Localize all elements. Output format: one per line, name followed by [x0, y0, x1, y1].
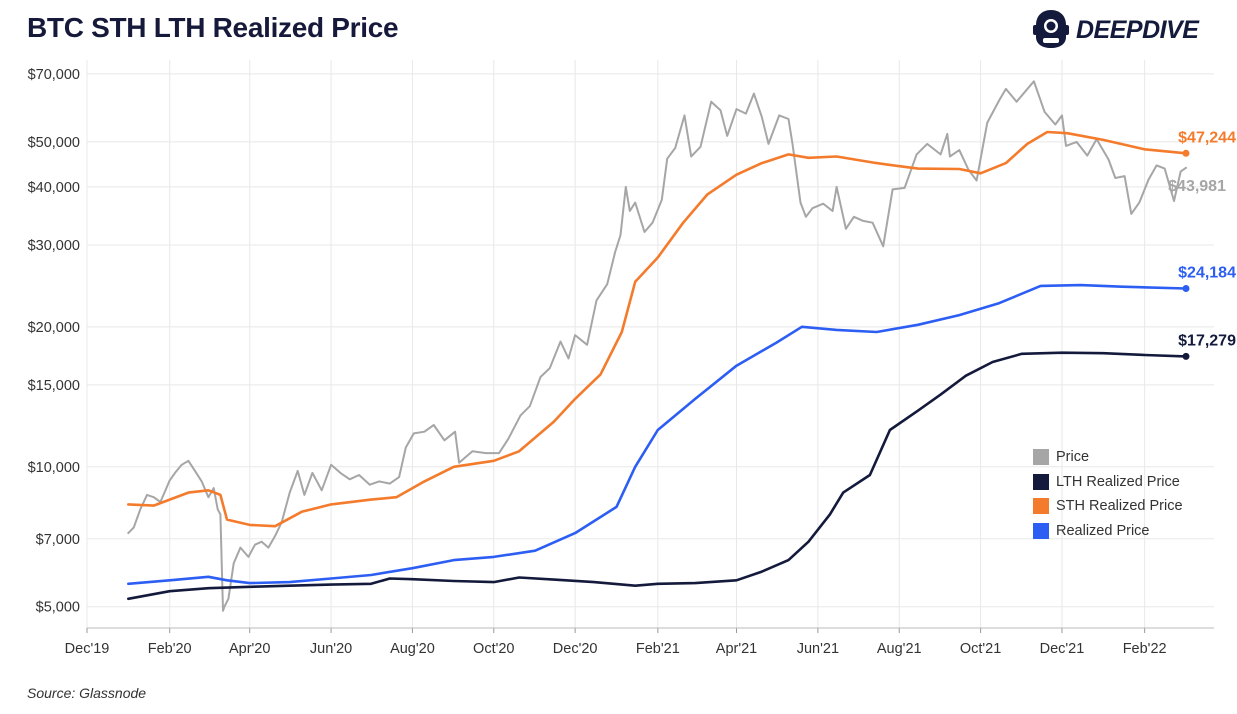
y-tick-label: $40,000	[28, 180, 80, 196]
x-tick-label: Jun'21	[797, 641, 839, 657]
y-tick-label: $30,000	[28, 238, 80, 254]
legend-item-lth: LTH Realized Price	[1033, 470, 1183, 495]
legend-item-price: Price	[1033, 445, 1183, 470]
x-tick-label: Dec'20	[553, 641, 598, 657]
y-tick-label: $20,000	[28, 320, 80, 336]
legend-item-realized: Realized Price	[1033, 519, 1183, 544]
x-tick-label: Apr'20	[229, 641, 270, 657]
diver-helmet-icon	[1033, 10, 1069, 48]
chart-legend: Price LTH Realized Price STH Realized Pr…	[1033, 445, 1183, 543]
lth-realized-price-end-marker	[1182, 352, 1190, 360]
y-tick-label: $5,000	[36, 600, 80, 616]
legend-label-price: Price	[1056, 449, 1090, 466]
x-tick-label: Feb'21	[636, 641, 680, 657]
y-tick-label: $7,000	[36, 532, 80, 548]
y-tick-label: $15,000	[28, 378, 80, 394]
x-tick-label: Oct'20	[473, 641, 514, 657]
legend-label-realized: Realized Price	[1056, 522, 1150, 539]
chart-title: BTC STH LTH Realized Price	[27, 12, 399, 43]
price-line	[127, 80, 1187, 612]
y-tick-label: $10,000	[28, 460, 80, 476]
realized-price-line	[127, 283, 1188, 586]
price-end-label: $43,981	[1168, 178, 1226, 195]
logo-text: DEEPDIVE	[1076, 15, 1199, 44]
x-tick-label: Jun'20	[310, 641, 352, 657]
realized-price-end-marker	[1182, 284, 1190, 292]
x-tick-label: Dec'21	[1040, 641, 1085, 657]
x-tick-label: Aug'21	[877, 641, 922, 657]
legend-label-sth: STH Realized Price	[1056, 498, 1183, 515]
x-tick-label: Oct'21	[960, 641, 1001, 657]
lth-realized-price-line	[127, 351, 1188, 601]
x-tick-label: Apr'21	[716, 641, 757, 657]
realized-end-label: $24,184	[1178, 264, 1236, 281]
y-tick-label: $70,000	[28, 67, 80, 83]
legend-swatch-realized	[1033, 522, 1049, 539]
lth-end-label: $17,279	[1178, 332, 1236, 349]
legend-label-lth: LTH Realized Price	[1056, 473, 1180, 490]
sth-realized-price-line	[127, 130, 1188, 528]
x-tick-label: Feb'22	[1123, 641, 1167, 657]
legend-swatch-sth	[1033, 498, 1049, 515]
x-tick-label: Aug'20	[390, 641, 435, 657]
deepdive-logo: DEEPDIVE	[1032, 8, 1199, 52]
sth-realized-price-end-marker	[1182, 149, 1190, 157]
x-tick-label: Feb'20	[148, 641, 192, 657]
source-note: Source: Glassnode	[27, 685, 147, 701]
legend-item-sth: STH Realized Price	[1033, 494, 1183, 519]
legend-swatch-lth	[1033, 473, 1049, 490]
sth-end-label: $47,244	[1178, 129, 1236, 146]
x-tick-label: Dec'19	[65, 641, 110, 657]
y-tick-label: $50,000	[28, 135, 80, 151]
legend-swatch-price	[1033, 449, 1049, 466]
